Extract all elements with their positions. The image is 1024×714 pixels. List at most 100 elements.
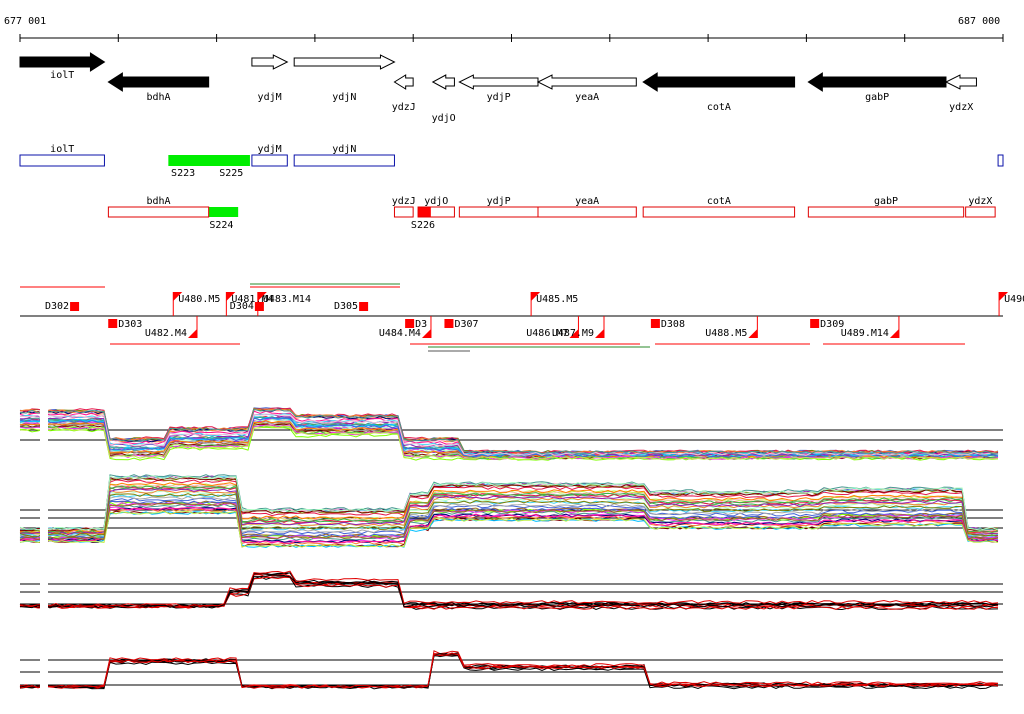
gene-arrow-cotA (642, 72, 796, 92)
profile-trace (19, 652, 999, 689)
red-box-6 (807, 206, 965, 218)
blue-box-0 (19, 154, 105, 167)
segment-label-bottom: D309 (820, 319, 844, 330)
profile-trace (19, 482, 999, 534)
gene-arrow-ydzJ (393, 74, 414, 90)
ruler: 677 001 687 000 (4, 16, 1004, 42)
gene-label-yeaA: yeaA (575, 92, 599, 103)
gene-label-ydjP: ydjP (487, 92, 511, 103)
gene-label-iolT: iolT (50, 70, 74, 81)
red-box-label-6: gabP (874, 196, 898, 207)
segment-marker (70, 302, 80, 311)
red-box-4 (537, 206, 637, 218)
gene-arrow-ydzX (944, 74, 977, 90)
red-box-label-1: ydzJ (392, 196, 416, 207)
blue-highlight-label-1: S225 (219, 168, 243, 179)
segment-label-top: D305 (334, 301, 358, 312)
gene-label-ydjM: ydjM (258, 92, 282, 103)
segment-label-top: U480.M5 (178, 294, 220, 305)
segment-marker (405, 319, 415, 328)
profile-trace (19, 408, 999, 455)
gene-arrows-track: iolT bdhA ydjM ydjN ydzJ ydjO ydjP yeaA cotA gabP… (19, 52, 977, 124)
segment-marker (108, 319, 118, 328)
segment-marker (650, 319, 660, 328)
red-box-label-3: ydjP (487, 196, 511, 207)
profile-trace (19, 654, 999, 690)
profile-trace (19, 508, 999, 546)
segment-label-top: U483.M14 (263, 294, 311, 305)
gene-arrow-yeaA (536, 74, 637, 90)
segment-marker (226, 292, 236, 301)
profile-trace (19, 474, 999, 531)
segment-label-bottom: D307 (454, 319, 478, 330)
expression-profiles (19, 400, 1003, 700)
segment-marker (254, 302, 264, 311)
profile-trace (19, 574, 999, 609)
segment-marker (359, 302, 369, 311)
profile-trace (19, 493, 999, 538)
segment-marker (569, 329, 579, 338)
segment-label-bottom: U484.M4 (379, 328, 421, 339)
segment-marker (594, 329, 604, 338)
blue-box-label-2: ydjN (332, 144, 356, 155)
segment-marker (810, 319, 820, 328)
profile-trace (19, 489, 999, 536)
segment-label-bottom: U489.M14 (841, 328, 889, 339)
gene-arrow-gabP (807, 72, 947, 92)
segment-label-top: U485.M5 (536, 294, 578, 305)
gene-arrow-bdhA (107, 72, 210, 92)
gene-label-ydjN: ydjN (332, 92, 356, 103)
profile-trace (19, 570, 999, 607)
segment-marker (889, 329, 899, 338)
blue-annotation-track: iolT ydjM ydjN S223 S225 (19, 144, 1004, 179)
red-box-1 (393, 206, 414, 218)
profile-trace (19, 413, 999, 456)
profile-trace (19, 479, 999, 532)
gene-arrow-ydjM (251, 54, 289, 70)
red-box-3 (458, 206, 539, 218)
blue-box-1 (251, 154, 288, 167)
profile-trace (19, 502, 999, 541)
segment-marker (999, 292, 1009, 301)
red-box-label-2: ydjO (424, 196, 448, 207)
blue-box-2 (293, 154, 395, 167)
segment-label-bottom: U487.M9 (552, 328, 594, 339)
red-box-0 (107, 206, 210, 218)
profile-trace (19, 650, 999, 688)
blue-box-3 (997, 154, 1004, 167)
gene-label-cotA: cotA (707, 102, 731, 113)
segment-label-bottom: U482.M4 (145, 328, 187, 339)
red-highlight-label-1: S226 (411, 220, 435, 231)
red-box-label-5: cotA (707, 196, 731, 207)
red-box-label-7: ydzX (968, 196, 992, 207)
gene-label-bdhA: bdhA (146, 92, 170, 103)
segment-marker (444, 319, 454, 328)
segment-label-bottom: D3 (415, 319, 427, 330)
red-box-2 (417, 206, 455, 218)
segment-marker (748, 329, 758, 338)
red-annotation-track: bdhA ydzJ ydjO ydjP yeaA cotA gabP ydzX S224 S226 (107, 196, 996, 231)
red-box-label-0: bdhA (146, 196, 170, 207)
profile-trace (19, 413, 999, 456)
blue-highlight-label-0: S223 (171, 168, 195, 179)
blue-highlight-0 (168, 155, 250, 166)
segment-label-bottom: U486.M7 (526, 328, 568, 339)
segment-label-bottom: D303 (118, 319, 142, 330)
profile-trace (20, 488, 999, 536)
gene-arrow-ydjO (431, 74, 455, 90)
gene-arrow-ydjP (458, 74, 539, 90)
ruler-start-label: 677 001 (4, 16, 46, 27)
red-highlight-1 (418, 207, 431, 217)
gene-label-gabP: gabP (865, 92, 889, 103)
segment-marker (257, 292, 267, 301)
segment-marker (173, 292, 183, 301)
gene-label-ydjO: ydjO (432, 113, 456, 124)
segment-label-top: D304 (230, 301, 254, 312)
ruler-end-label: 687 000 (958, 16, 1000, 27)
blue-box-label-1: ydjM (258, 144, 282, 155)
profile-trace (19, 511, 999, 549)
profile-gap (40, 400, 48, 700)
